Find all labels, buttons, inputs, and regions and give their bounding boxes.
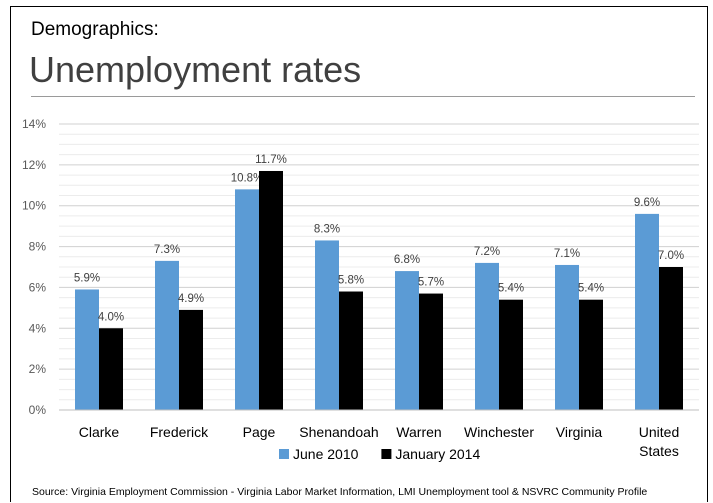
data-label: 7.3%: [154, 244, 180, 256]
x-category-label: Page: [243, 424, 276, 440]
slide: Demographics: Unemployment rates 0% 2% 4% 6…: [10, 6, 708, 502]
x-category-label: States: [639, 443, 679, 459]
data-label: 5.9%: [74, 272, 100, 284]
source-note: Source: Virginia Employment Commission -…: [32, 486, 648, 498]
y-tick-label: 14%: [22, 117, 46, 131]
bar-january-2014: [259, 170, 283, 410]
bar-june-2010: [635, 213, 659, 410]
legend-swatch: [381, 449, 392, 459]
data-label: 7.2%: [474, 246, 500, 258]
bar-january-2014: [579, 299, 603, 410]
data-label: 6.8%: [394, 254, 420, 266]
data-label: 8.3%: [314, 223, 340, 235]
y-tick-label: 0%: [29, 403, 47, 417]
y-tick-label: 8%: [29, 240, 47, 254]
bar-june-2010: [315, 240, 339, 410]
y-tick-label: 12%: [22, 158, 46, 172]
section-kicker: Demographics:: [31, 19, 159, 40]
data-label: 5.7%: [418, 277, 444, 289]
x-category-label: Warren: [396, 424, 441, 440]
legend-entry: June 2010: [293, 446, 359, 462]
data-label: 5.8%: [338, 275, 364, 287]
bar-june-2010: [555, 264, 579, 410]
bar-june-2010: [75, 289, 99, 410]
x-category-label: Frederick: [150, 424, 209, 440]
bar-june-2010: [395, 271, 419, 410]
bar-june-2010: [475, 262, 499, 410]
page-title: Unemployment rates: [29, 49, 362, 90]
bar-january-2014: [419, 293, 443, 410]
bar-january-2014: [339, 291, 363, 410]
bar-june-2010: [155, 260, 179, 410]
data-label: 9.6%: [634, 197, 660, 209]
data-label: 11.7%: [255, 154, 287, 166]
x-category-label: Shenandoah: [299, 424, 378, 440]
legend-swatch: [279, 449, 289, 459]
y-tick-label: 10%: [22, 199, 46, 213]
bar-january-2014: [499, 299, 523, 410]
y-tick-label: 2%: [29, 362, 47, 376]
title-divider: [31, 96, 695, 97]
x-category-label: Winchester: [464, 424, 534, 440]
data-label: 7.0%: [658, 250, 684, 262]
data-label: 5.4%: [498, 283, 524, 295]
x-category-label: Clarke: [79, 424, 120, 440]
unemployment-bar-chart: 0% 2% 4% 6% 8% 10% 12% 14% 5.9% 4.0% Clarke 7.3% 4.9…: [22, 117, 699, 462]
bar-january-2014: [179, 309, 203, 410]
y-tick-label: 6%: [29, 280, 47, 294]
data-label: 5.4%: [578, 283, 604, 295]
data-label: 4.9%: [178, 293, 204, 305]
legend-entry: January 2014: [395, 446, 480, 462]
bar-january-2014: [659, 267, 683, 410]
y-tick-label: 4%: [29, 321, 47, 335]
data-label: 7.1%: [554, 248, 580, 260]
bar-june-2010: [235, 189, 259, 410]
x-category-label: Virginia: [556, 424, 603, 440]
data-label: 10.8%: [231, 172, 264, 184]
x-category-label: United: [639, 424, 679, 440]
data-label: 4.0%: [98, 311, 124, 323]
bar-january-2014: [99, 328, 123, 410]
